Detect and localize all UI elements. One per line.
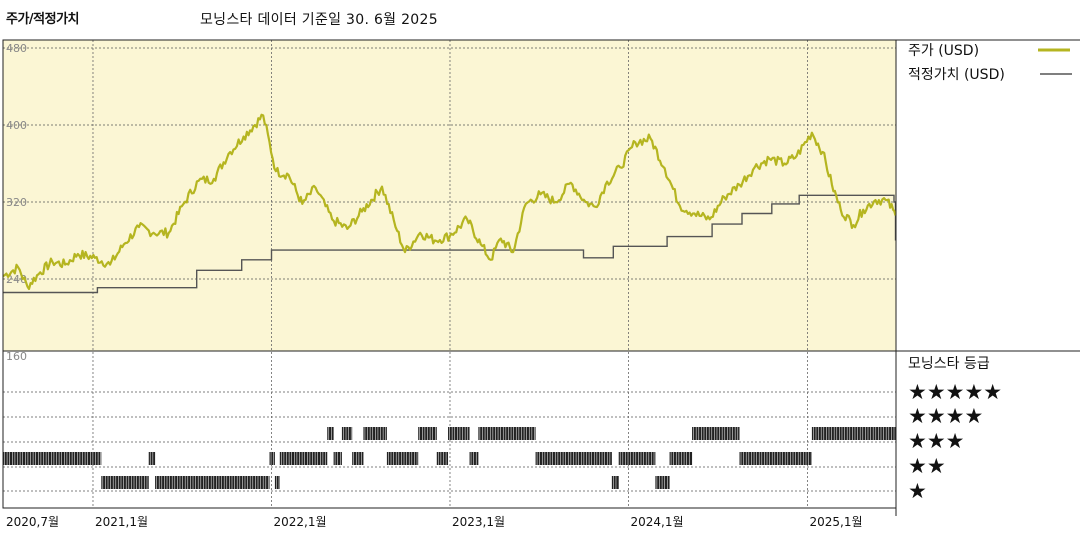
chart-frame [2, 39, 1080, 516]
y-tick-label-400: 400 [6, 119, 27, 132]
rating-bar-segment-16 [469, 452, 479, 465]
rating-bar-segment-11 [363, 427, 387, 440]
rating-bar-segment-9 [341, 427, 353, 440]
rating-bar-fill [739, 452, 812, 465]
upper-panel-background [3, 40, 896, 351]
rating-bar-fill [669, 452, 693, 465]
rating-bars [3, 427, 896, 489]
x-tick-label-2021-01-01: 2021,1월 [95, 515, 148, 529]
fair-value-series-line [3, 194, 897, 294]
x-tick-label-2025-01-01: 2025,1월 [809, 515, 862, 529]
rating-bar-segment-0 [3, 452, 102, 465]
section-title: 주가/적정가치 [6, 12, 80, 27]
rating-legend-title: 모닝스타 등급 [908, 356, 990, 372]
rating-level-5-stars: ★★★★★ [908, 380, 1002, 404]
rating-bar-fill [352, 452, 364, 465]
x-tick-label-2023-01-01: 2023,1월 [452, 515, 505, 529]
x-tick-label-2020-07-01: 2020,7월 [6, 515, 59, 529]
rating-bar-segment-21 [655, 476, 670, 489]
rating-bar-fill [3, 452, 102, 465]
rating-bar-segment-15 [448, 427, 470, 440]
y-tick-label-160: 160 [6, 350, 27, 363]
x-axis-labels: 2020,7월 2021,1월 2022,1월 2023,1월 2024,1월 2025,… [6, 515, 863, 529]
rating-bar-segment-13 [418, 427, 437, 440]
rating-bar-segment-17 [478, 427, 536, 440]
rating-bar-segment-2 [148, 452, 156, 465]
y-tick-label-320: 320 [6, 196, 27, 209]
rating-bar-fill [655, 476, 670, 489]
rating-bar-fill [269, 452, 275, 465]
rating-bar-fill [478, 427, 536, 440]
rating-bar-fill [811, 427, 896, 440]
rating-level-2-stars: ★★ [908, 454, 946, 478]
rating-bar-segment-6 [279, 452, 328, 465]
rating-bar-segment-8 [333, 452, 342, 465]
price-series-line [2, 113, 897, 291]
rating-bar-segment-19 [611, 476, 619, 489]
rating-bar-fill [386, 452, 419, 465]
legend-price-label: 주가 (USD) [908, 43, 979, 59]
rating-bar-segment-10 [352, 452, 364, 465]
legend-fair-value-label: 적정가치 (USD) [908, 67, 1005, 83]
rating-bar-segment-4 [269, 452, 275, 465]
rating-legend: 모닝스타 등급 ★★★★★ ★★★★ ★★★ ★★ ★ [908, 356, 1002, 503]
rating-bar-segment-14 [436, 452, 449, 465]
rating-bar-fill [341, 427, 353, 440]
rating-bar-segment-20 [618, 452, 656, 465]
rating-bar-segment-25 [811, 427, 896, 440]
rating-bar-segment-3 [155, 476, 270, 489]
grid-lines [3, 40, 896, 508]
rating-bar-fill [274, 476, 280, 489]
rating-bar-fill [148, 452, 156, 465]
rating-bar-segment-22 [669, 452, 693, 465]
rating-bar-segment-1 [101, 476, 149, 489]
rating-bar-segment-24 [739, 452, 812, 465]
rating-bar-segment-7 [327, 427, 334, 440]
rating-bar-fill [436, 452, 449, 465]
data-source-note: 모닝스타 데이터 기준일 30. 6월 2025 [200, 12, 438, 28]
rating-bar-segment-23 [692, 427, 740, 440]
rating-bar-fill [611, 476, 619, 489]
rating-bar-segment-12 [386, 452, 419, 465]
y-tick-label-480: 480 [6, 42, 27, 55]
rating-bar-fill [448, 427, 470, 440]
rating-level-3-stars: ★★★ [908, 429, 964, 453]
x-tick-label-2022-01-01: 2022,1월 [273, 515, 326, 529]
rating-bar-fill [155, 476, 270, 489]
rating-level-4-stars: ★★★★ [908, 404, 983, 428]
rating-bar-fill [469, 452, 479, 465]
rating-bar-fill [618, 452, 656, 465]
legend: 주가 (USD) 적정가치 (USD) [908, 43, 1072, 83]
rating-bar-segment-18 [535, 452, 612, 465]
rating-bar-fill [327, 427, 334, 440]
x-tick-label-2024-01-01: 2024,1월 [630, 515, 683, 529]
rating-level-1-star: ★ [908, 479, 927, 503]
rating-bar-segment-5 [274, 476, 280, 489]
